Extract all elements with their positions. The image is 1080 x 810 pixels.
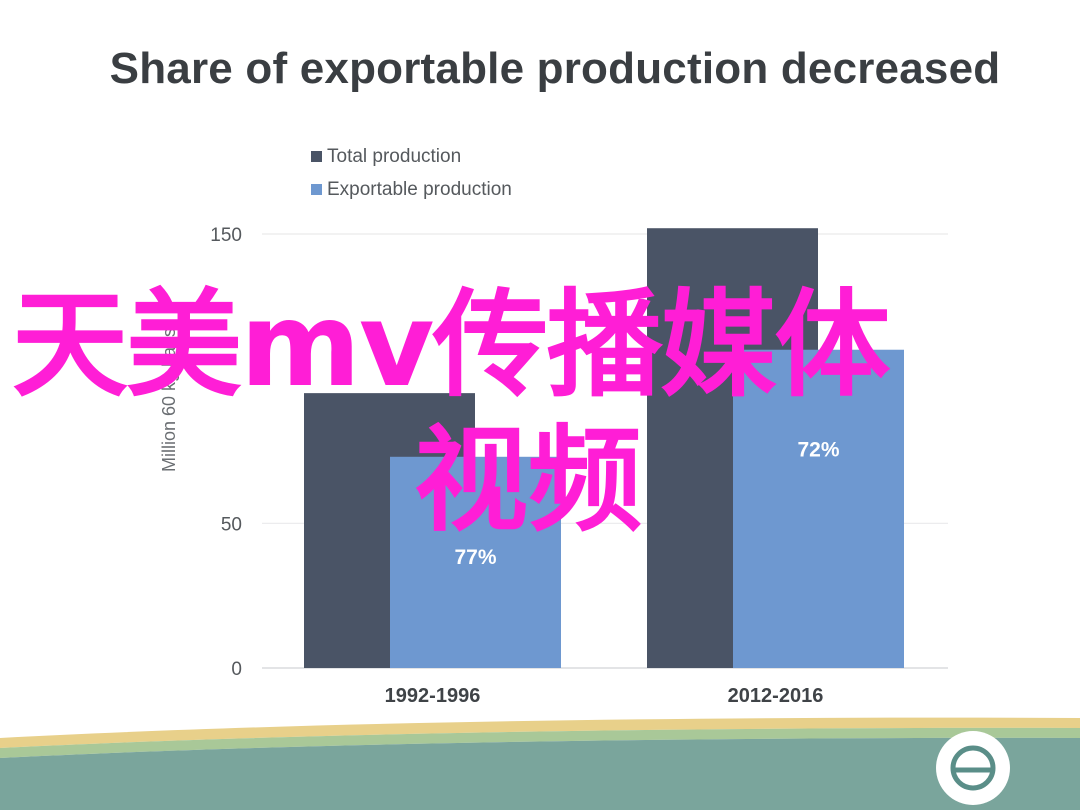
y-tick-label: 0 (231, 659, 242, 680)
bar-data-labels: 77% 72% (454, 439, 839, 569)
bar-exportable-1 (733, 349, 904, 668)
slide-title: Share of exportable production decreased (109, 44, 1001, 93)
bars (304, 228, 904, 669)
y-tick-label: 50 (221, 514, 242, 535)
legend-swatch (311, 184, 322, 195)
y-axis-label: Million 60 kg bags (159, 328, 179, 472)
bar-exportable-0 (390, 456, 561, 668)
legend-label: Total production (327, 146, 461, 167)
footer-decoration (0, 717, 1080, 810)
y-axis-ticks: 0 50 150 (210, 225, 242, 680)
bar-data-label: 72% (797, 439, 839, 462)
x-tick-label: 1992-1996 (385, 685, 481, 707)
watermark-overlay-text-2: 视频 (414, 414, 643, 547)
x-tick-label: 2012-2016 (728, 685, 824, 707)
watermark-overlay-text: 天美mv传播媒体 (12, 278, 890, 413)
legend: Total production Exportable production (311, 146, 512, 200)
y-tick-label: 150 (210, 225, 242, 246)
legend-swatch (311, 151, 322, 162)
logo-icon (936, 731, 1010, 805)
x-axis-ticks: 1992-1996 2012-2016 (385, 685, 824, 707)
legend-label: Exportable production (327, 179, 512, 200)
bar-data-label: 77% (454, 546, 496, 569)
